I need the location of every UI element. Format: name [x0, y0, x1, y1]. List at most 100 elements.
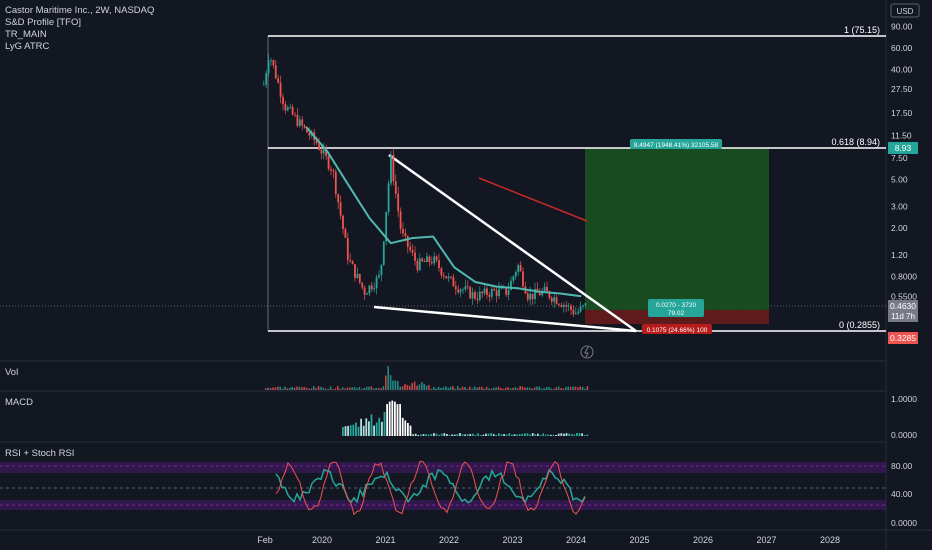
candle-body [490, 288, 493, 297]
candle-body [265, 73, 268, 85]
time-axis[interactable]: Feb 2020 2021 2022 2023 2024 2025 2026 2027 2028 [257, 535, 840, 545]
candle-body [426, 256, 428, 262]
rsi-pane-title[interactable]: RSI + Stoch RSI [5, 448, 74, 459]
volume-bar [509, 388, 512, 390]
volume-bar [521, 386, 524, 390]
macd-bar [539, 434, 542, 436]
candle-body [277, 78, 280, 83]
candle-body [390, 154, 392, 184]
candle-body [481, 291, 484, 294]
lightning-icon-bolt [584, 346, 589, 358]
volume-bar [481, 386, 483, 390]
volume-bar [329, 386, 332, 390]
volume-bar [394, 380, 397, 390]
candle-body [399, 211, 402, 229]
candle-body [282, 96, 284, 105]
volume-bar [507, 387, 509, 390]
rsi-oversold-band [0, 500, 886, 510]
candle-body [505, 287, 508, 295]
macd-bar [357, 426, 360, 436]
volume-bar [560, 388, 562, 390]
lightning-icon[interactable] [580, 345, 594, 359]
volume-bar [423, 383, 425, 390]
volume-bar [373, 388, 375, 390]
candle-body [517, 265, 520, 273]
macd-bar [505, 434, 508, 436]
volume-bar [320, 386, 322, 390]
candle-body [452, 276, 455, 287]
currency-label: USD [897, 7, 914, 16]
volume-bar [548, 386, 550, 390]
volume-bar [545, 387, 548, 390]
last-price-badge-text: 0.4630 [890, 301, 916, 311]
macd-bar [557, 433, 560, 436]
volume-bar [485, 386, 488, 390]
indicator-label-tr[interactable]: TR_MAIN [5, 29, 47, 40]
macd-pane-title[interactable]: MACD [5, 397, 33, 408]
volume-bar [517, 388, 519, 390]
volume-bar [514, 387, 517, 390]
volume-bar [557, 386, 560, 390]
volume-bar [497, 386, 500, 390]
volume-bar [584, 388, 586, 390]
candle-body [306, 127, 308, 133]
volume-bar [281, 388, 284, 390]
volume-bar [457, 386, 459, 390]
currency-button[interactable] [890, 3, 920, 18]
price-axis[interactable]: 90.00 60.00 40.00 27.50 17.50 11.50 7.50 5.00 3.… [891, 21, 917, 313]
candle-body [296, 114, 299, 126]
wedge-lower-trendline[interactable] [373, 305, 637, 333]
candle-body [385, 211, 388, 242]
macd-bar [349, 425, 352, 436]
indicator-label-lyg[interactable]: LyG ATRC [5, 41, 49, 52]
volume-bar [519, 386, 521, 390]
position-profit-zone[interactable] [585, 148, 769, 310]
candle-body [315, 139, 318, 144]
macd-bar [422, 434, 425, 436]
candle-body [378, 275, 380, 278]
volume-bar [565, 387, 567, 390]
volume-bar [464, 387, 466, 390]
indicator-label-sd[interactable]: S&D Profile [TFO] [5, 17, 81, 28]
candle-body [514, 272, 517, 277]
candle-body [356, 273, 359, 278]
macd-bar [526, 433, 529, 436]
macd-bar [355, 422, 357, 436]
candle-body [584, 303, 587, 306]
macd-bar [487, 433, 490, 436]
volume-bar [387, 366, 389, 390]
candle-body [565, 305, 568, 307]
macd-bar [492, 434, 495, 436]
stoch-rsi-line [275, 460, 586, 516]
candle-body [529, 293, 532, 300]
volume-bar [452, 386, 454, 390]
volume-bar [293, 387, 296, 390]
wedge-upper-trendline[interactable] [388, 153, 637, 333]
candle-body [543, 286, 546, 291]
volume-bar [483, 388, 485, 390]
macd-bar [479, 434, 482, 436]
macd-bar [396, 404, 399, 436]
volume-bar [526, 387, 529, 390]
macd-bar [581, 433, 583, 436]
candle-body [438, 260, 440, 269]
volume-bar [416, 385, 418, 390]
macd-bar [573, 434, 576, 436]
candle-body [445, 276, 448, 279]
macd-bar [469, 433, 472, 436]
candle-body [397, 193, 400, 212]
candle-body [368, 285, 371, 294]
candle-body [308, 132, 311, 136]
price-axis-tick: 1.20 [891, 250, 908, 260]
stop-label-box [642, 324, 712, 334]
macd-bar [401, 417, 404, 436]
red-trendline[interactable] [478, 177, 588, 222]
volume-bar [397, 381, 399, 390]
candle-body [342, 215, 344, 230]
candle-body [433, 256, 436, 264]
volume-bar [428, 385, 430, 390]
macd-bar [477, 433, 479, 436]
candle-body [339, 202, 342, 216]
volume-pane-title[interactable]: Vol [5, 367, 18, 378]
